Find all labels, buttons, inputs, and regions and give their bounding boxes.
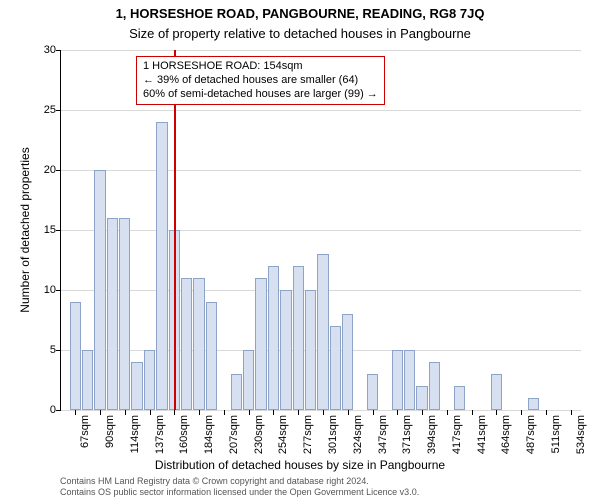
xtick-label: 207sqm	[228, 415, 240, 454]
histogram-bar	[255, 278, 266, 410]
histogram-bar	[367, 374, 378, 410]
histogram-bar	[193, 278, 204, 410]
ytick-mark	[56, 170, 61, 171]
histogram-bar	[293, 266, 304, 410]
y-axis-label: Number of detached properties	[18, 50, 32, 410]
histogram-bar	[342, 314, 353, 410]
gridline	[61, 110, 581, 111]
xtick-label: 487sqm	[525, 415, 537, 454]
xtick-label: 394sqm	[426, 415, 438, 454]
ytick-mark	[56, 230, 61, 231]
xtick-mark	[447, 410, 448, 415]
xtick-label: 277sqm	[302, 415, 314, 454]
xtick-mark	[249, 410, 250, 415]
xtick-label: 67sqm	[79, 415, 91, 448]
xtick-label: 254sqm	[277, 415, 289, 454]
annotation-line: 60% of semi-detached houses are larger (…	[143, 88, 378, 102]
ytick-mark	[56, 410, 61, 411]
gridline	[61, 230, 581, 231]
xtick-mark	[273, 410, 274, 415]
xtick-label: 160sqm	[178, 415, 190, 454]
ytick-mark	[56, 50, 61, 51]
annotation-box: 1 HORSESHOE ROAD: 154sqm← 39% of detache…	[136, 56, 385, 105]
chart-title-sub: Size of property relative to detached ho…	[0, 26, 600, 41]
xtick-mark	[571, 410, 572, 415]
xtick-mark	[75, 410, 76, 415]
histogram-bar	[280, 290, 291, 410]
histogram-bar	[94, 170, 105, 410]
histogram-bar	[70, 302, 81, 410]
ytick-mark	[56, 290, 61, 291]
histogram-bar	[82, 350, 93, 410]
xtick-mark	[496, 410, 497, 415]
histogram-bar	[454, 386, 465, 410]
xtick-label: 371sqm	[401, 415, 413, 454]
histogram-bar	[416, 386, 427, 410]
xtick-label: 90sqm	[104, 415, 116, 448]
xtick-label: 534sqm	[575, 415, 587, 454]
gridline	[61, 410, 581, 411]
histogram-bar	[268, 266, 279, 410]
histogram-bar	[305, 290, 316, 410]
xtick-label: 324sqm	[352, 415, 364, 454]
xtick-mark	[150, 410, 151, 415]
xtick-label: 441sqm	[476, 415, 488, 454]
footer-line2: Contains OS public sector information li…	[60, 487, 419, 498]
histogram-bar	[206, 302, 217, 410]
footer-line1: Contains HM Land Registry data © Crown c…	[60, 476, 419, 487]
histogram-bar	[144, 350, 155, 410]
x-axis-label: Distribution of detached houses by size …	[0, 458, 600, 472]
ytick-mark	[56, 350, 61, 351]
annotation-line: ← 39% of detached houses are smaller (64…	[143, 74, 378, 88]
xtick-mark	[521, 410, 522, 415]
xtick-label: 137sqm	[154, 415, 166, 454]
xtick-mark	[373, 410, 374, 415]
xtick-label: 114sqm	[129, 415, 141, 453]
histogram-bar	[131, 362, 142, 410]
histogram-bar	[528, 398, 539, 410]
histogram-bar	[317, 254, 328, 410]
xtick-mark	[100, 410, 101, 415]
ytick-mark	[56, 110, 61, 111]
xtick-label: 301sqm	[327, 415, 339, 454]
histogram-bar	[491, 374, 502, 410]
histogram-bar	[392, 350, 403, 410]
chart-title-address: 1, HORSESHOE ROAD, PANGBOURNE, READING, …	[0, 6, 600, 21]
histogram-bar	[330, 326, 341, 410]
histogram-bar	[404, 350, 415, 410]
xtick-mark	[125, 410, 126, 415]
chart-container: 1, HORSESHOE ROAD, PANGBOURNE, READING, …	[0, 0, 600, 500]
footer-attribution: Contains HM Land Registry data © Crown c…	[60, 476, 419, 498]
gridline	[61, 50, 581, 51]
xtick-mark	[174, 410, 175, 415]
xtick-mark	[546, 410, 547, 415]
histogram-bar	[156, 122, 167, 410]
xtick-label: 511sqm	[550, 415, 562, 453]
annotation-line: 1 HORSESHOE ROAD: 154sqm	[143, 60, 378, 74]
xtick-mark	[472, 410, 473, 415]
histogram-bar	[243, 350, 254, 410]
gridline	[61, 170, 581, 171]
histogram-bar	[231, 374, 242, 410]
histogram-bar	[119, 218, 130, 410]
xtick-mark	[397, 410, 398, 415]
histogram-bar	[107, 218, 118, 410]
plot-area: 05101520253067sqm90sqm114sqm137sqm160sqm…	[60, 50, 581, 411]
histogram-bar	[181, 278, 192, 410]
xtick-mark	[298, 410, 299, 415]
xtick-mark	[422, 410, 423, 415]
xtick-label: 230sqm	[253, 415, 265, 454]
xtick-label: 184sqm	[203, 415, 215, 454]
xtick-label: 347sqm	[377, 415, 389, 454]
xtick-mark	[224, 410, 225, 415]
xtick-mark	[323, 410, 324, 415]
xtick-label: 464sqm	[500, 415, 512, 454]
histogram-bar	[429, 362, 440, 410]
xtick-label: 417sqm	[451, 415, 463, 454]
xtick-mark	[348, 410, 349, 415]
xtick-mark	[199, 410, 200, 415]
